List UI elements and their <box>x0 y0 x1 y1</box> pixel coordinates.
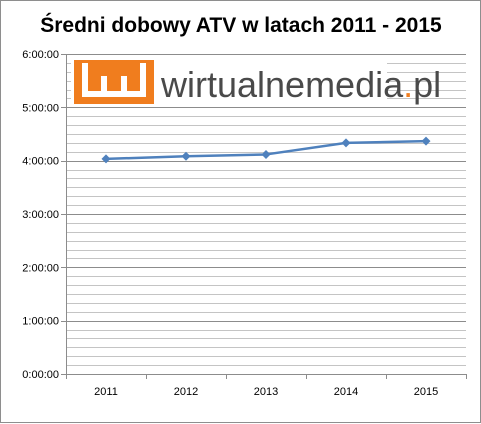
x-tick-label: 2011 <box>94 386 118 398</box>
y-tick-label: 2:00:00 <box>22 262 59 274</box>
data-point-marker <box>341 138 351 148</box>
data-point-marker <box>101 154 111 164</box>
x-tick-label: 2014 <box>334 386 358 398</box>
axes <box>61 54 467 379</box>
logo-mark-icon <box>74 60 154 104</box>
series-layer <box>101 136 431 164</box>
data-point-marker <box>181 151 191 161</box>
x-tick-label: 2012 <box>174 386 198 398</box>
y-tick-label: 5:00:00 <box>22 102 59 114</box>
data-point-marker <box>421 136 431 146</box>
y-tick-label: 6:00:00 <box>22 49 59 61</box>
logo-wordmark: wirtualnemedia.pl <box>160 64 441 105</box>
x-tick-labels: 2011 2012 2013 2014 2015 <box>94 386 438 398</box>
y-tick-labels: 0:00:00 1:00:00 2:00:00 3:00:00 4:00:00 5:00:… <box>22 49 59 381</box>
data-point-marker <box>261 149 271 159</box>
y-tick-label: 1:00:00 <box>22 316 59 328</box>
watermark-logo: wirtualnemedia.pl <box>71 57 441 105</box>
chart-title: Średni dobowy ATV w latach 2011 - 2015 <box>40 13 442 37</box>
gridlines <box>66 54 466 375</box>
x-tick-label: 2013 <box>254 386 278 398</box>
x-tick-label: 2015 <box>414 386 438 398</box>
y-tick-label: 3:00:00 <box>22 209 59 221</box>
y-tick-label: 0:00:00 <box>22 369 59 381</box>
y-tick-label: 4:00:00 <box>22 156 59 168</box>
